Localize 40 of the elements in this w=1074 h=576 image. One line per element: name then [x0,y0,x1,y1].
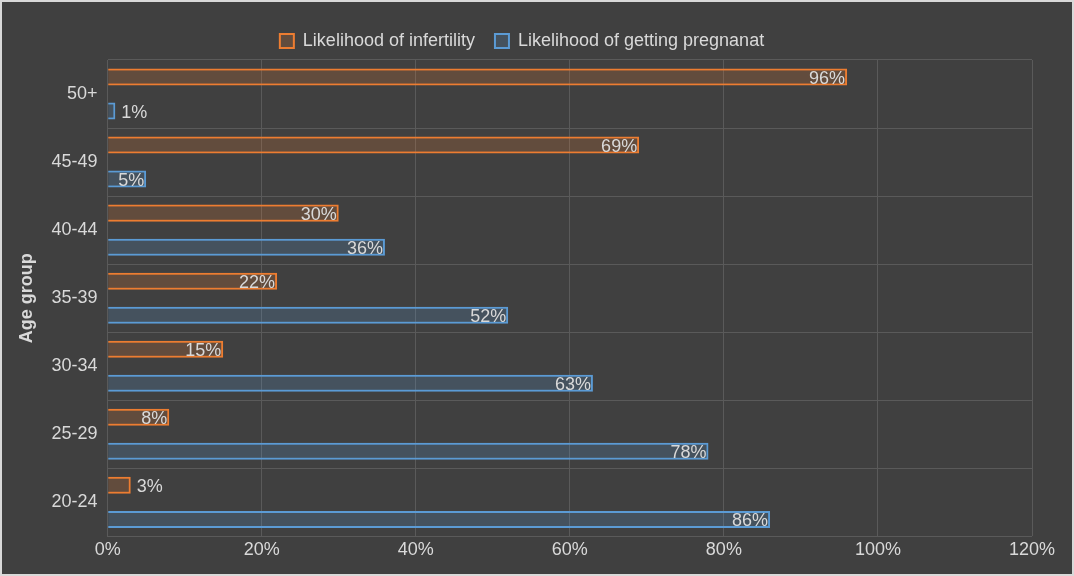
x-tick-label: 100% [854,539,901,560]
x-tick-label: 80% [705,539,742,560]
bar [108,442,709,460]
bar [108,374,593,392]
bar [108,136,640,154]
y-axis-title: Age group [15,253,36,344]
y-tick-label: 45-49 [51,151,98,172]
data-label: 52% [470,306,507,327]
bar [108,510,771,528]
data-label: 36% [346,238,383,259]
x-tick-label: 120% [1008,539,1056,560]
data-label: 15% [185,340,222,361]
data-label: 1% [121,102,148,123]
data-label: 3% [136,476,163,497]
bar [108,306,509,324]
data-label: 86% [732,510,769,531]
y-tick-label: 35-39 [51,287,98,308]
data-label: 5% [118,170,145,191]
x-tick-label: 60% [551,539,588,560]
bar [108,68,848,86]
bar [108,238,385,256]
x-tick-label: 40% [397,539,434,560]
bar [108,204,339,222]
x-tick-label: 0% [94,539,121,560]
y-tick-label: 30-34 [51,355,98,376]
bar [108,476,131,494]
y-tick-label: 50+ [67,83,98,103]
x-tick-label: 20% [243,539,280,560]
legend-label: Likelihood of infertility [302,29,475,50]
data-label: 78% [670,442,707,463]
y-tick-label: 20-24 [51,491,98,512]
data-label: 69% [601,136,638,157]
y-tick-label: 25-29 [51,423,98,444]
y-tick-label: 40-44 [51,219,98,240]
data-label: 30% [300,204,337,225]
data-label: 22% [239,272,276,293]
legend-label: Likelihood of getting pregnanat [517,29,765,50]
data-label: 96% [809,67,846,88]
data-label: 63% [554,374,591,395]
data-label: 8% [141,408,168,429]
